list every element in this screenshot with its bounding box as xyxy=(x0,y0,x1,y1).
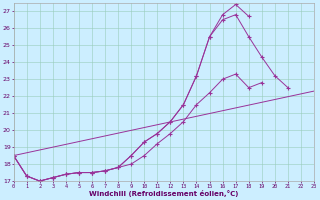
X-axis label: Windchill (Refroidissement éolien,°C): Windchill (Refroidissement éolien,°C) xyxy=(89,190,238,197)
